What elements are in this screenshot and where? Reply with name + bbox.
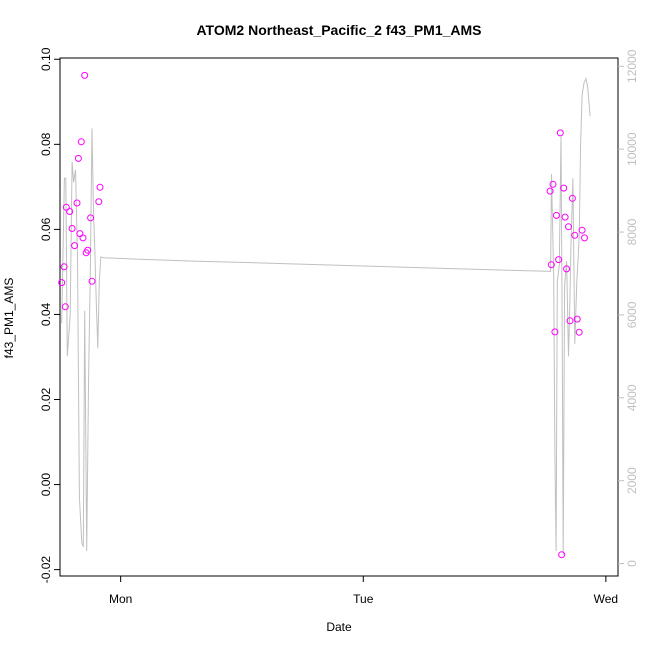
data-point: [549, 180, 557, 188]
data-point: [87, 214, 95, 222]
data-point: [578, 226, 586, 234]
y-axis-left: -0.02 0.00 0.02 0.04 0.06 0.08 0.10: [39, 47, 60, 583]
data-point: [79, 234, 87, 242]
data-point: [95, 198, 103, 206]
y-tick-label: -0.02: [39, 556, 53, 584]
x-tick-label: Tue: [353, 592, 374, 606]
secondary-series-line: [61, 77, 591, 556]
y-tick-label: 0.04: [39, 302, 53, 326]
y-axis-right: 0 2000 4000 6000 8000 10000 12000: [618, 49, 639, 567]
data-point: [547, 261, 555, 269]
secondary-line: [61, 77, 591, 556]
data-point: [74, 154, 82, 162]
y2-tick-label: 8000: [625, 218, 639, 245]
data-point: [71, 242, 79, 250]
data-point: [68, 225, 76, 232]
plot-frame: [59, 57, 619, 577]
y-axis-label: f43_PM1_AMS: [2, 278, 16, 359]
data-point: [58, 279, 66, 287]
y-tick-label: 0.06: [39, 217, 53, 241]
data-point: [575, 328, 583, 336]
data-point: [77, 138, 85, 146]
data-point: [571, 231, 579, 239]
primary-series-points: [58, 71, 588, 559]
data-point: [563, 265, 571, 273]
data-point: [565, 223, 572, 231]
data-point: [96, 183, 104, 191]
x-axis-label: Date: [326, 620, 352, 634]
x-tick-label: Mon: [109, 592, 132, 606]
data-point: [62, 203, 70, 211]
data-point: [558, 551, 566, 559]
y-tick-label: 0.10: [39, 47, 53, 71]
y-tick-label: 0.08: [39, 132, 53, 156]
data-point: [76, 230, 84, 238]
y2-tick-label: 2000: [625, 467, 639, 494]
data-point: [561, 213, 569, 221]
y2-tick-label: 4000: [625, 384, 639, 411]
data-point: [568, 194, 576, 202]
y-tick-label: 0.00: [39, 473, 53, 497]
data-point: [546, 187, 554, 195]
data-point: [581, 234, 588, 242]
x-tick-label: Wed: [594, 592, 618, 606]
data-point: [556, 129, 564, 137]
data-point: [61, 303, 69, 311]
data-point: [555, 256, 563, 264]
data-point: [573, 315, 581, 323]
data-point: [88, 277, 96, 285]
data-point: [73, 199, 81, 207]
x-axis: Mon Tue Wed: [109, 576, 618, 606]
y2-tick-label: 12000: [625, 49, 639, 83]
data-point: [84, 246, 92, 254]
chart-title: ATOM2 Northeast_Pacific_2 f43_PM1_AMS: [196, 22, 481, 38]
y2-tick-label: 0: [625, 560, 639, 567]
y-tick-label: 0.02: [39, 388, 53, 412]
data-point: [552, 211, 560, 219]
data-point: [60, 263, 68, 271]
y2-tick-label: 6000: [625, 301, 639, 328]
data-point: [81, 71, 89, 79]
y2-tick-label: 10000: [625, 132, 639, 166]
data-point: [551, 328, 559, 336]
data-point: [560, 184, 568, 192]
data-point: [66, 208, 74, 215]
data-point: [566, 317, 574, 325]
